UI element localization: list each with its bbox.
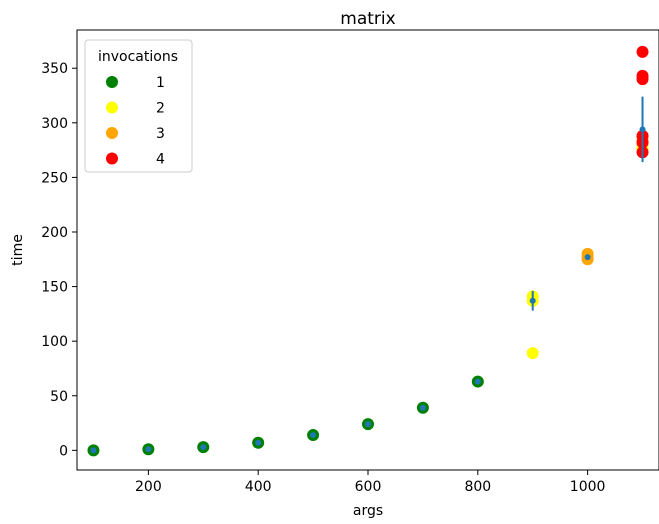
chart-title: matrix xyxy=(340,9,395,29)
legend-marker-1 xyxy=(106,76,118,88)
mean-point xyxy=(255,439,262,446)
legend-box xyxy=(84,39,193,173)
point-invocation-3 xyxy=(581,247,594,260)
mean-point xyxy=(310,432,317,439)
point-invocation-4 xyxy=(636,45,649,58)
y-tick-label: 50 xyxy=(50,389,68,405)
axis-ticks: 200 400 600 800 1000 0 50 100 150 200 250 300 350 xyxy=(41,61,605,495)
legend-marker-4 xyxy=(106,152,118,165)
y-tick-label: 0 xyxy=(59,443,68,459)
legend-title: invocations xyxy=(98,49,178,65)
mean-point xyxy=(639,126,646,133)
y-tick-label: 250 xyxy=(41,170,68,186)
mean-point xyxy=(145,446,152,453)
mean-point xyxy=(200,444,207,451)
x-tick-label: 800 xyxy=(464,479,491,495)
x-tick-label: 400 xyxy=(245,479,272,495)
legend-marker-3 xyxy=(106,127,118,139)
y-axis-label: time xyxy=(10,234,26,266)
legend-entries: 1 2 3 4 xyxy=(106,75,165,168)
x-tick-label: 1000 xyxy=(570,479,606,495)
legend-label-2: 2 xyxy=(156,101,165,117)
mean-point xyxy=(90,447,97,454)
mean-point xyxy=(474,378,481,385)
mean-point xyxy=(529,297,536,304)
x-tick-label: 600 xyxy=(355,479,382,495)
mean-point xyxy=(584,254,591,261)
legend-label-1: 1 xyxy=(156,75,165,91)
y-tick-label: 200 xyxy=(41,225,68,241)
y-tick-label: 150 xyxy=(41,280,68,296)
legend-label-4: 4 xyxy=(156,152,165,168)
y-tick-label: 350 xyxy=(41,61,68,77)
legend-label-3: 3 xyxy=(156,126,165,142)
point-invocation-4 xyxy=(636,73,649,86)
y-tick-label: 100 xyxy=(41,334,68,350)
x-axis-label: args xyxy=(353,503,383,519)
legend: invocations 1 2 3 4 xyxy=(84,39,193,173)
mean-point xyxy=(365,421,371,428)
mean-point xyxy=(419,404,426,411)
legend-marker-2 xyxy=(106,101,118,114)
y-tick-label: 300 xyxy=(41,116,68,132)
x-tick-label: 200 xyxy=(135,479,162,495)
point-invocation-2 xyxy=(526,347,539,360)
plot-area xyxy=(87,45,649,457)
